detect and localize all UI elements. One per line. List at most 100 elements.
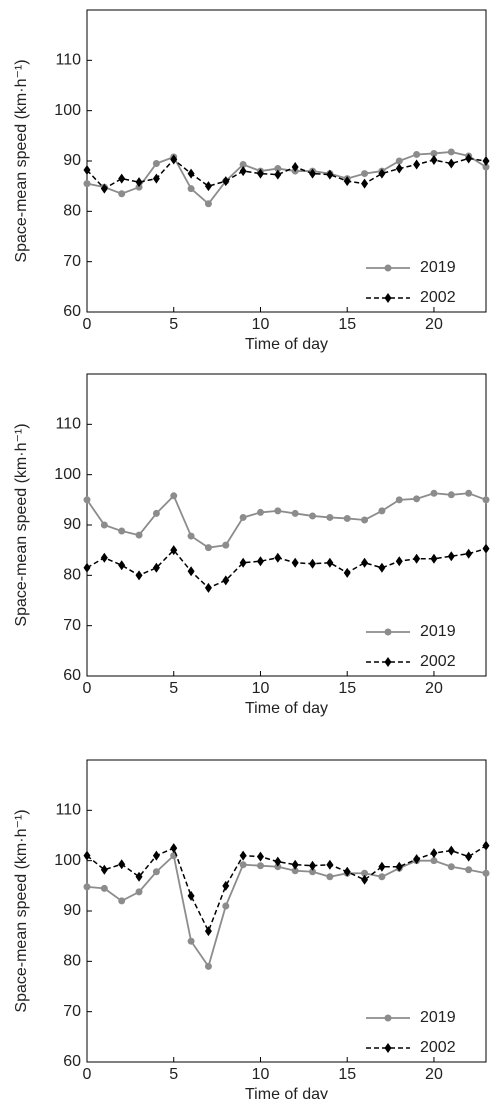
x-tick-label: 0 [83,316,92,333]
point [222,541,230,549]
point [83,496,91,504]
y-axis-label: Space-mean speed (km·h⁻¹) [13,423,30,626]
point [170,843,178,854]
point [395,163,403,174]
point [291,509,299,517]
point [482,543,490,554]
point [222,880,230,891]
series-line [86,853,487,969]
point [135,888,143,896]
point [413,553,421,564]
point [152,850,160,861]
point [152,868,160,876]
point [447,863,455,871]
point [465,489,473,497]
point [447,148,455,156]
point [118,527,126,535]
point [309,868,317,876]
point [361,178,369,189]
point [465,153,473,164]
point [222,902,230,910]
y-tick-label: 110 [55,416,81,433]
point [239,850,247,861]
point [204,200,212,208]
point [170,545,178,556]
point [239,557,247,568]
point [256,851,264,862]
x-tick-label: 10 [252,316,270,333]
point [135,570,143,581]
point [326,859,334,870]
legend-marker [384,657,392,667]
point [326,873,334,881]
point [135,871,143,882]
point [291,867,299,875]
x-tick-label: 15 [338,316,356,333]
legend-marker [384,628,392,636]
point [100,864,108,875]
point [239,161,247,169]
x-tick-label: 10 [252,680,270,697]
point [395,157,403,165]
point [83,180,91,188]
point [482,869,490,877]
point [100,521,108,529]
x-tick-label: 20 [425,680,443,697]
point [343,567,351,578]
legend-marker [384,1043,392,1053]
legend-label: 2002 [420,1039,456,1056]
series-line [86,151,487,206]
series-line [86,547,487,589]
point [83,165,91,176]
point [118,173,126,184]
y-tick-label: 90 [63,516,81,533]
point [430,489,438,497]
legend-marker [384,264,392,272]
point [378,562,386,573]
point [83,562,91,573]
point [256,556,264,567]
point [152,509,160,517]
y-tick-label: 90 [63,152,81,169]
point [430,857,438,865]
point [343,866,351,877]
x-axis-label: Time of day [245,1086,328,1099]
point [204,582,212,593]
x-tick-label: 5 [169,316,178,333]
point [361,869,369,877]
point [274,863,282,871]
point [100,884,108,892]
point [378,507,386,515]
point [239,861,247,869]
series-line [86,844,487,934]
point [430,149,438,157]
point [170,154,178,165]
y-tick-label: 100 [54,466,81,483]
point [204,544,212,552]
point [361,516,369,524]
chart-panel: 60 70 80 90 100 110 0 5 10 15 20 Time of day Space-m… [13,9,490,353]
point [274,507,282,515]
point [187,168,195,179]
point [395,496,403,504]
point [361,557,369,568]
point [413,150,421,158]
y-tick-label: 70 [63,1003,81,1020]
y-tick-label: 80 [63,203,81,220]
y-tick-label: 60 [63,1053,81,1070]
legend-marker [384,1014,392,1022]
point [83,883,91,891]
point [447,845,455,856]
point [239,166,247,177]
point [204,181,212,192]
point [309,168,317,179]
point [413,854,421,865]
point [152,173,160,184]
point [118,859,126,870]
point [118,560,126,571]
point [100,183,108,194]
legend-marker [384,293,392,303]
point [447,158,455,169]
point [152,562,160,573]
